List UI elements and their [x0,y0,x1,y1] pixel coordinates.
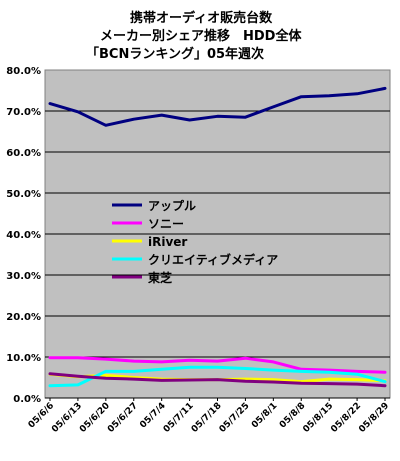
x-tick-label: 05/8/1 [250,401,279,430]
legend-label: アップル [148,198,196,213]
y-tick-label: 0.0% [13,394,41,405]
y-tick-label: 10.0% [6,353,41,364]
legend-label: iRiver [148,235,187,249]
legend-label: クリエイティブメディア [148,252,278,267]
y-tick-label: 40.0% [6,230,41,241]
y-tick-label: 70.0% [6,107,41,118]
y-tick-label: 20.0% [6,312,41,323]
y-tick-label: 50.0% [6,189,41,200]
y-tick-label: 60.0% [6,148,41,159]
x-tick-label: 05/6/27 [106,401,140,435]
y-axis-ticks: 0.0% 10.0% 20.0% 30.0% 40.0% 50.0% 60.0% 70.0% 8… [6,66,41,405]
title-line-1: 携帯オーディオ販売台数 [130,10,273,26]
series-line-1 [48,86,387,127]
title-line-3: 「BCNランキング」05年週次 [86,46,264,62]
chart-title: 携帯オーディオ販売台数 メーカー別シェア推移 HDD全体 「BCNランキング」0… [86,10,302,62]
series-line-5 [48,372,387,388]
x-tick-label: 05/7/25 [218,401,252,435]
series-line-4 [48,365,387,388]
x-tick-label: 05/8/29 [357,401,391,435]
series-line-2 [48,356,387,374]
x-axis-ticks: 05/6/605/6/1305/6/2005/6/2705/7/405/7/11… [27,398,391,435]
gridlines [45,110,390,399]
series-lines [48,86,387,388]
title-line-2: メーカー別シェア推移 HDD全体 [100,28,302,44]
legend-label: ソニー [148,217,184,231]
legend-label: 東芝 [148,270,172,285]
y-tick-label: 80.0% [6,66,41,77]
y-tick-label: 30.0% [6,271,41,282]
